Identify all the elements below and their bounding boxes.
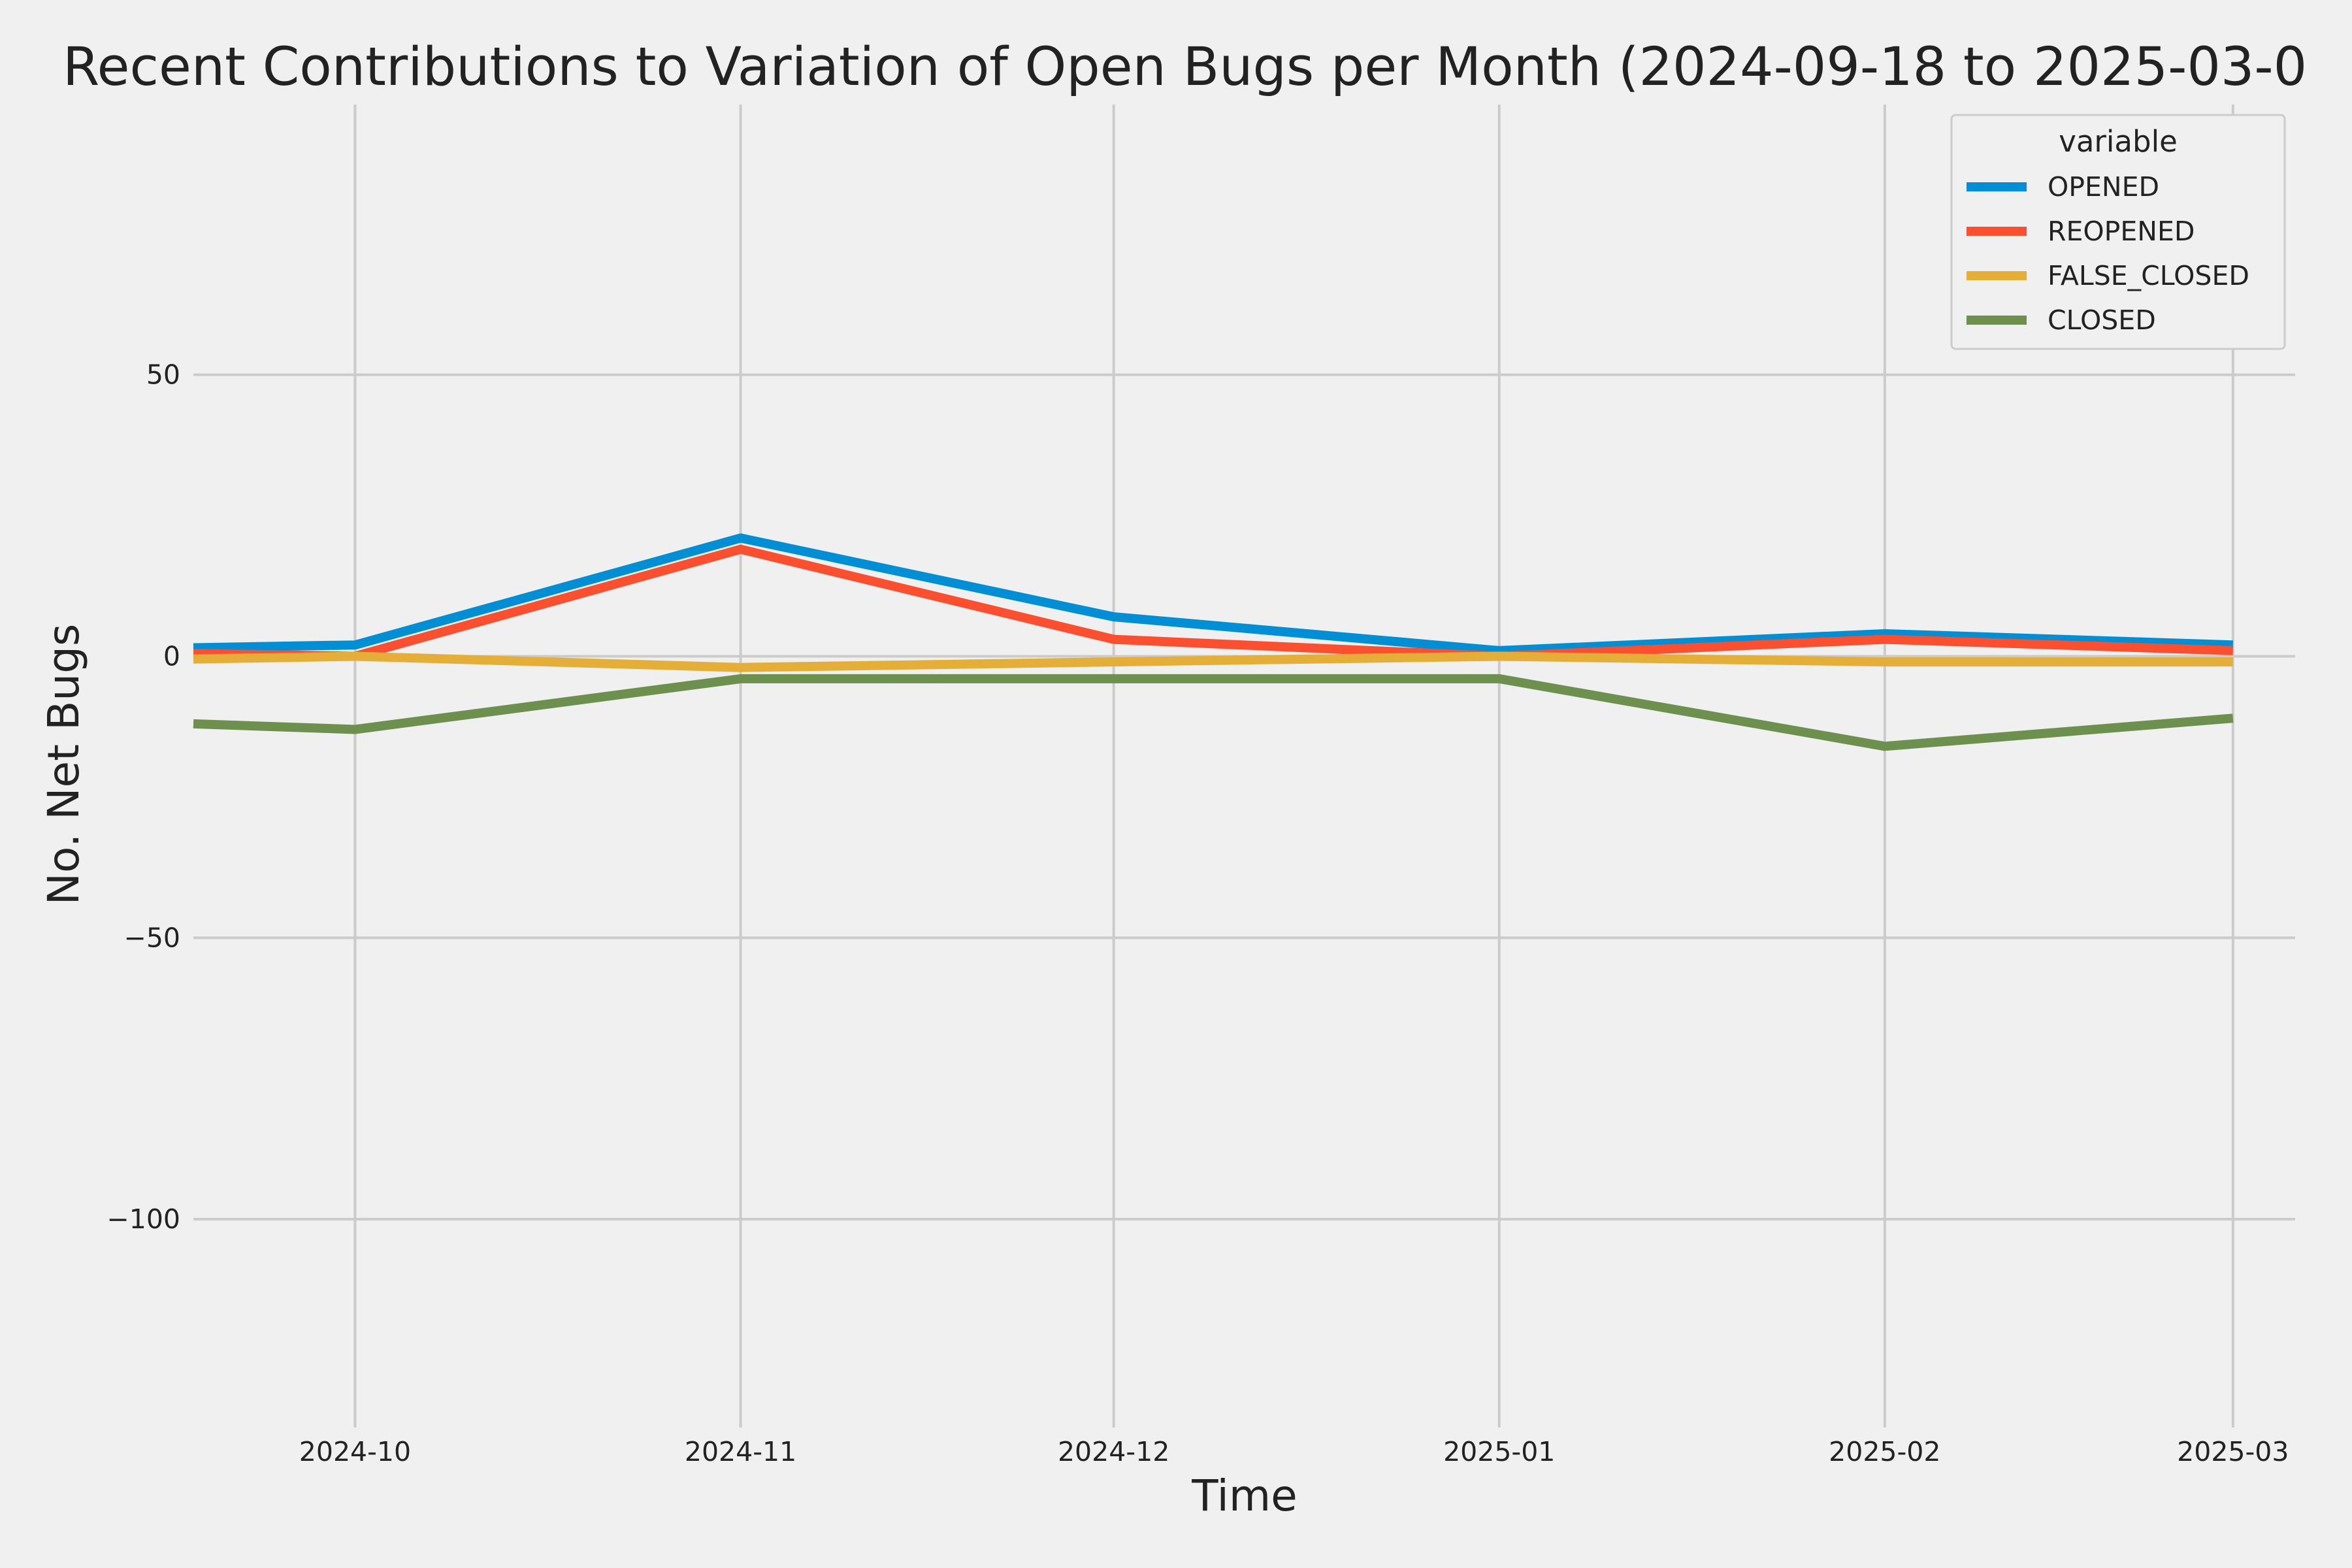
legend-label-closed: CLOSED: [2048, 304, 2156, 336]
series-layer: [193, 533, 2234, 751]
y-tick-labels: 50 0 −50 −100: [106, 359, 180, 1235]
y-tick-label-0: 50: [146, 359, 180, 391]
series-line-false-closed: [193, 651, 2233, 672]
x-tick-label-5: 2025-03: [2177, 1436, 2289, 1467]
x-tick-labels: 2024-10 2024-11 2024-12 2025-01 2025-02 2025-…: [299, 1436, 2289, 1467]
x-tick-label-3: 2025-01: [1443, 1436, 1555, 1467]
legend-items: OPENED REOPENED FALSE_CLOSED CLOSED: [1967, 171, 2249, 336]
series-line-opened: [193, 533, 2234, 655]
legend-box: [1950, 114, 2286, 350]
y-tick-label-2: −50: [123, 922, 180, 953]
x-tick-label-2: 2024-12: [1058, 1436, 1169, 1467]
legend-label-reopened: REOPENED: [2048, 216, 2195, 247]
x-tick-label-4: 2025-02: [1829, 1436, 1940, 1467]
legend-title: variable: [2059, 124, 2178, 159]
x-gridlines: [353, 105, 2234, 1428]
y-axis-label: No. Net Bugs: [39, 624, 89, 906]
x-tick-label-1: 2024-11: [685, 1436, 796, 1467]
chart-title: Recent Contributions to Variation of Ope…: [63, 37, 2307, 98]
y-gridlines: [193, 373, 2295, 1221]
legend: variable OPENED REOPENED FALSE_CLOSED CLOSE…: [1950, 114, 2286, 350]
y-tick-label-3: −100: [106, 1203, 180, 1235]
x-tick-label-0: 2024-10: [299, 1436, 411, 1467]
legend-label-false-closed: FALSE_CLOSED: [2048, 260, 2249, 291]
x-axis-label: Time: [1191, 1471, 1298, 1521]
legend-label-opened: OPENED: [2048, 171, 2159, 203]
y-tick-label-1: 0: [163, 640, 180, 672]
series-line-closed: [193, 674, 2234, 751]
